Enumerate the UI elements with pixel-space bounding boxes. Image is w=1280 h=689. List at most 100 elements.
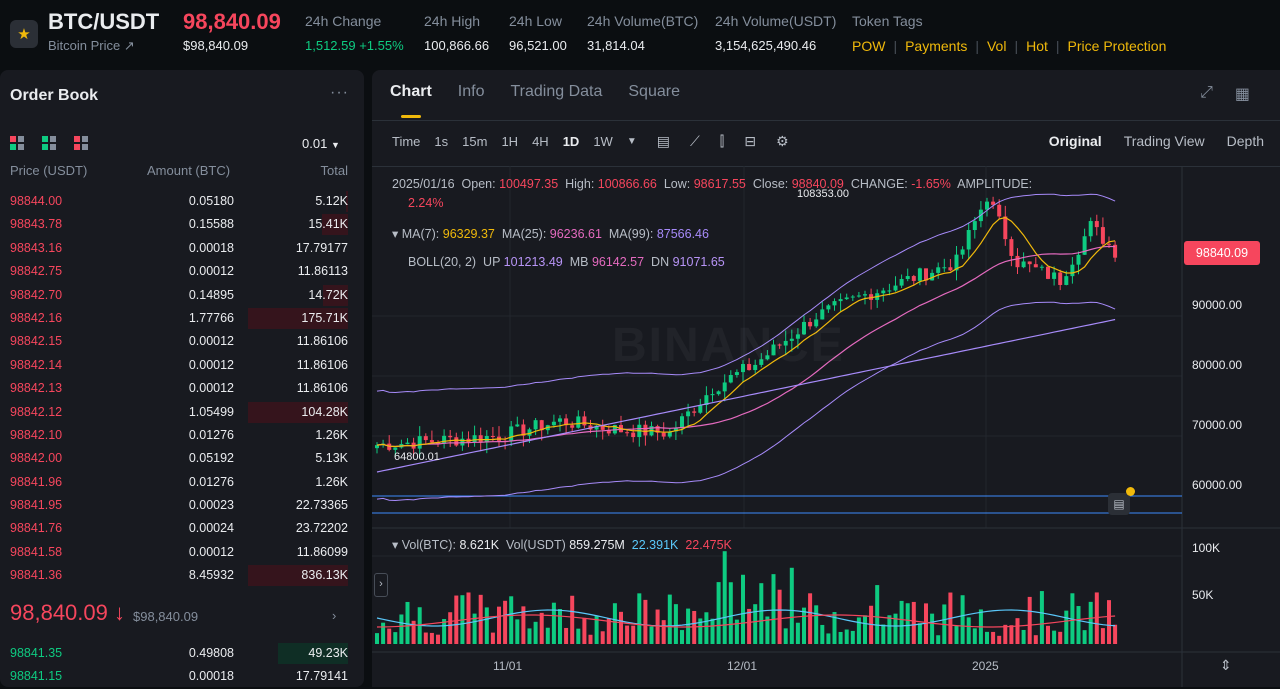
view-both-icon[interactable] <box>10 136 24 150</box>
calendar-icon[interactable]: ▤ <box>656 133 670 149</box>
interval-1h[interactable]: 1H <box>501 134 519 149</box>
ask-row[interactable]: 98842.00 0.05192 5.13K <box>0 447 364 470</box>
precision-select[interactable]: 0.01 ▼ <box>302 136 340 151</box>
interval-4h[interactable]: 4H <box>532 134 549 149</box>
compare-icon[interactable]: ⊟ <box>744 133 756 149</box>
ma99-value: 87566.46 <box>656 227 709 241</box>
row-total: 11.86106 <box>296 381 348 396</box>
favorite-star-icon[interactable]: ★ <box>10 20 38 48</box>
volume-bar <box>637 593 642 644</box>
expand-icon[interactable]: ⤢ <box>1200 84 1213 101</box>
ask-row[interactable]: 98842.70 0.14895 14.72K <box>0 284 364 307</box>
candle <box>1021 261 1026 268</box>
ask-row[interactable]: 98842.75 0.00012 11.86113 <box>0 260 364 283</box>
ask-row[interactable]: 98844.00 0.05180 5.12K <box>0 190 364 213</box>
volume-bar <box>539 612 544 644</box>
interval-1s[interactable]: 1s <box>434 134 449 149</box>
volume-bar <box>936 635 941 644</box>
layout-grid-icon[interactable]: ▦ <box>1234 86 1250 103</box>
tag-vol[interactable]: Vol <box>986 38 1007 54</box>
volume-bar <box>747 608 752 644</box>
ohlc-info: 2025/01/16 Open: 100497.35 High: 100866.… <box>392 177 1032 191</box>
ask-row[interactable]: 98842.13 0.00012 11.86106 <box>0 377 364 400</box>
view-trading-view[interactable]: Trading View <box>1123 133 1205 149</box>
ask-row[interactable]: 98841.36 8.45932 836.13K <box>0 564 364 587</box>
view-depth[interactable]: Depth <box>1226 133 1264 149</box>
stat-24h-volume-btc: 24h Volume(BTC) 31,814.04 <box>587 13 698 53</box>
volume-bar <box>686 608 691 644</box>
bid-row[interactable]: 98841.15 0.00018 17.79141 <box>0 665 364 688</box>
settings-gear-icon[interactable]: ⚙ <box>775 133 789 149</box>
ask-row[interactable]: 98841.96 0.01276 1.26K <box>0 471 364 494</box>
precision-value: 0.01 <box>302 136 328 151</box>
ask-row[interactable]: 98842.10 0.01276 1.26K <box>0 424 364 447</box>
tab-square[interactable]: Square <box>628 83 680 100</box>
ask-row[interactable]: 98842.15 0.00012 11.86106 <box>0 330 364 353</box>
interval-time[interactable]: Time <box>392 134 421 149</box>
tab-info[interactable]: Info <box>457 83 485 100</box>
view-asks-icon[interactable] <box>74 136 88 150</box>
ask-row[interactable]: 98843.16 0.00018 17.79177 <box>0 237 364 260</box>
reset-scale-icon[interactable]: ⇕ <box>1220 657 1232 673</box>
ask-row[interactable]: 98842.16 1.77766 175.71K <box>0 307 364 330</box>
volume-bar <box>631 625 636 644</box>
interval-more-icon[interactable]: ▼ <box>626 136 637 147</box>
ask-row[interactable]: 98841.95 0.00023 22.73365 <box>0 494 364 517</box>
candlestick-chart[interactable] <box>372 166 1280 687</box>
candle <box>1003 216 1008 240</box>
ask-row[interactable]: 98843.78 0.15588 15.41K <box>0 213 364 236</box>
tab-trading-data[interactable]: Trading Data <box>510 83 603 100</box>
coin-price-link[interactable]: Bitcoin Price ↗ <box>48 38 135 53</box>
amplitude-label: AMPLITUDE: <box>957 177 1033 191</box>
view-original[interactable]: Original <box>1048 133 1102 149</box>
candle-type-icon[interactable]: ⫿ <box>719 133 725 149</box>
more-options-icon[interactable]: ··· <box>330 84 349 101</box>
ask-row[interactable]: 98842.14 0.00012 11.86106 <box>0 354 364 377</box>
pair-title: BTC/USDT <box>48 9 160 34</box>
volume-bar <box>387 628 392 644</box>
high-label: High: <box>565 177 595 191</box>
volume-bar <box>991 631 996 644</box>
volume-bar <box>490 632 495 644</box>
interval-15m[interactable]: 15m <box>462 134 488 149</box>
candle <box>850 296 855 298</box>
y-tick: 80000.00 <box>1192 358 1243 372</box>
row-price: 98841.96 <box>10 474 63 489</box>
tag-payments[interactable]: Payments <box>905 38 968 54</box>
volume-bar <box>521 606 526 644</box>
interval-1w[interactable]: 1W <box>593 134 613 149</box>
volume-bar <box>436 634 440 644</box>
candle <box>924 268 928 281</box>
view-bids-icon[interactable] <box>42 136 56 150</box>
boll-lower-line <box>376 301 1116 502</box>
collapse-icon[interactable]: ▾ <box>392 538 399 552</box>
volume-bar <box>795 622 800 644</box>
tab-chart[interactable]: Chart <box>390 83 432 100</box>
expand-left-icon[interactable]: › <box>374 573 388 597</box>
candle <box>960 249 965 255</box>
volume-bar <box>911 601 916 644</box>
notes-icon[interactable]: ▤ <box>1108 493 1130 515</box>
chevron-right-icon[interactable]: › <box>332 608 337 623</box>
candle <box>905 276 910 280</box>
volume-bar <box>1039 591 1044 644</box>
high-value: 100866.66 <box>597 177 657 191</box>
candle <box>1027 261 1032 265</box>
row-total: 22.73365 <box>295 498 348 513</box>
volume-bar <box>661 620 666 644</box>
close-value: 98840.09 <box>791 177 844 191</box>
bid-row[interactable]: 98841.35 0.49808 49.23K <box>0 642 364 665</box>
tag-pow[interactable]: POW <box>852 38 886 54</box>
volume-bar <box>844 629 849 644</box>
ask-row[interactable]: 98841.76 0.00024 23.72202 <box>0 517 364 540</box>
row-price: 98843.16 <box>10 240 63 255</box>
ask-row[interactable]: 98841.58 0.00012 11.86099 <box>0 541 364 564</box>
ask-row[interactable]: 98842.12 1.05499 104.28K <box>0 401 364 424</box>
interval-1d[interactable]: 1D <box>562 134 580 149</box>
volume-bar <box>856 617 861 644</box>
tag-price-protection[interactable]: Price Protection <box>1067 38 1167 54</box>
indicators-icon[interactable]: ⟋ <box>689 133 700 149</box>
stat-label: 24h High <box>424 13 481 29</box>
tag-hot[interactable]: Hot <box>1026 38 1048 54</box>
collapse-icon[interactable]: ▾ <box>392 227 399 241</box>
